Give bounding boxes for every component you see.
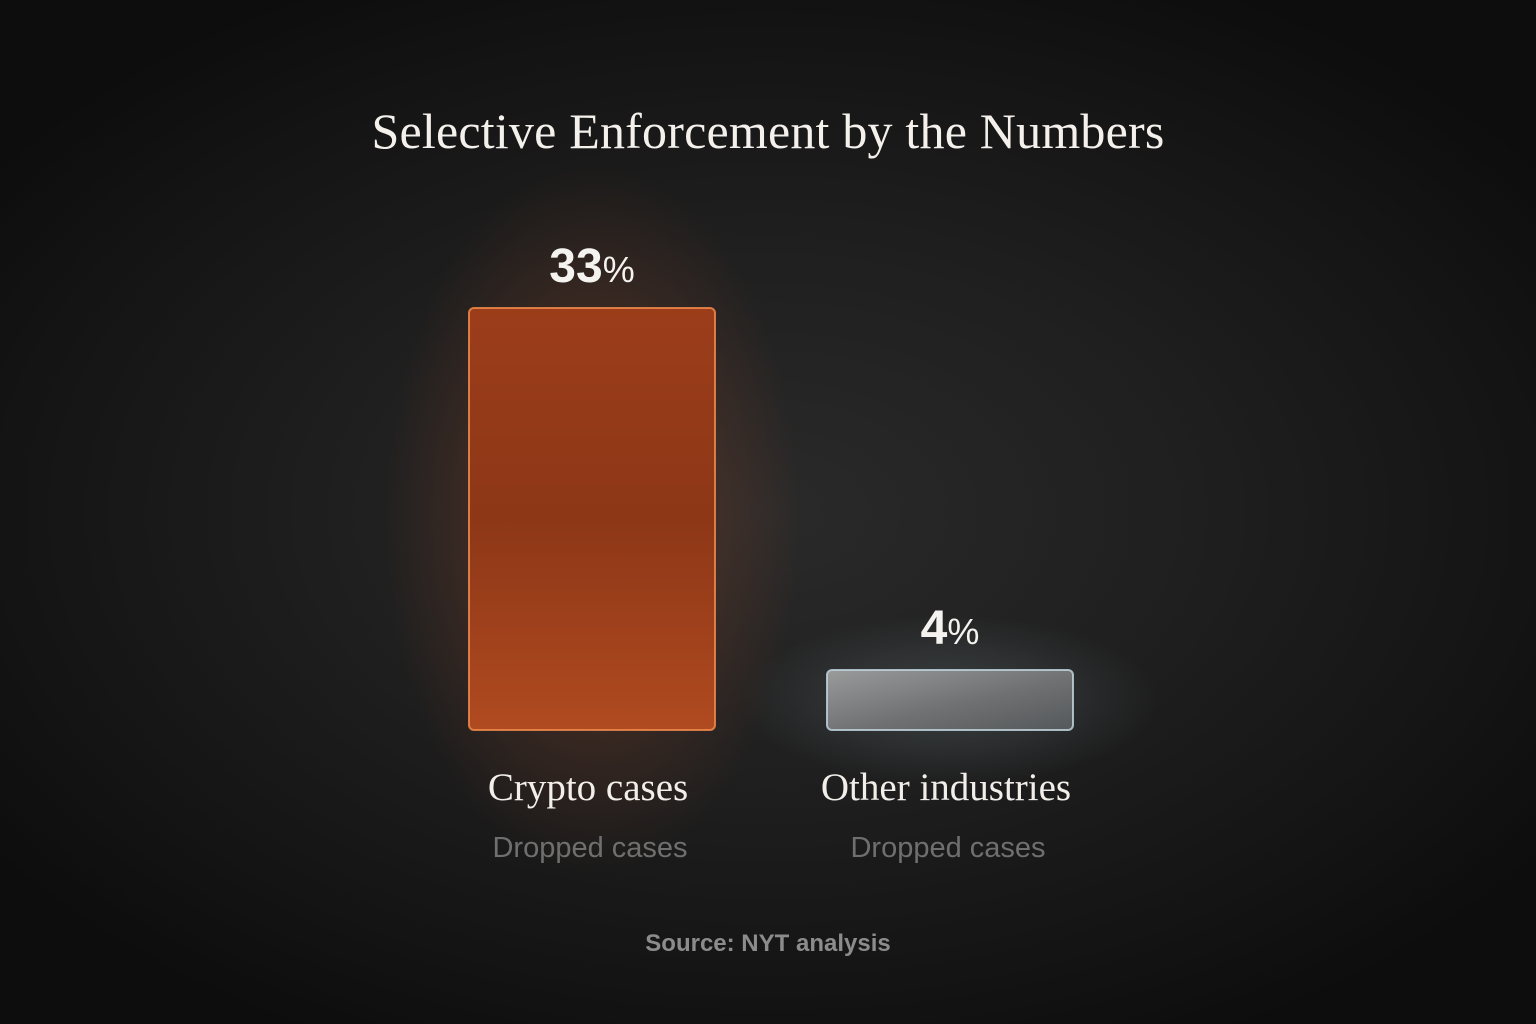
bar-crypto-cases <box>468 307 716 731</box>
category-sublabel-2: Dropped cases <box>850 832 1045 864</box>
category-label-1: Crypto cases <box>488 766 688 809</box>
category-sublabel-1: Dropped cases <box>492 832 687 864</box>
source-note: Source: NYT analysis <box>645 930 891 957</box>
chart-title: Selective Enforcement by the Numbers <box>371 103 1165 159</box>
category-label-2: Other industries <box>821 766 1071 809</box>
value-label-1: 33% <box>549 240 634 293</box>
bar-other-industries <box>826 669 1074 731</box>
value-label-2: 4% <box>921 602 980 655</box>
